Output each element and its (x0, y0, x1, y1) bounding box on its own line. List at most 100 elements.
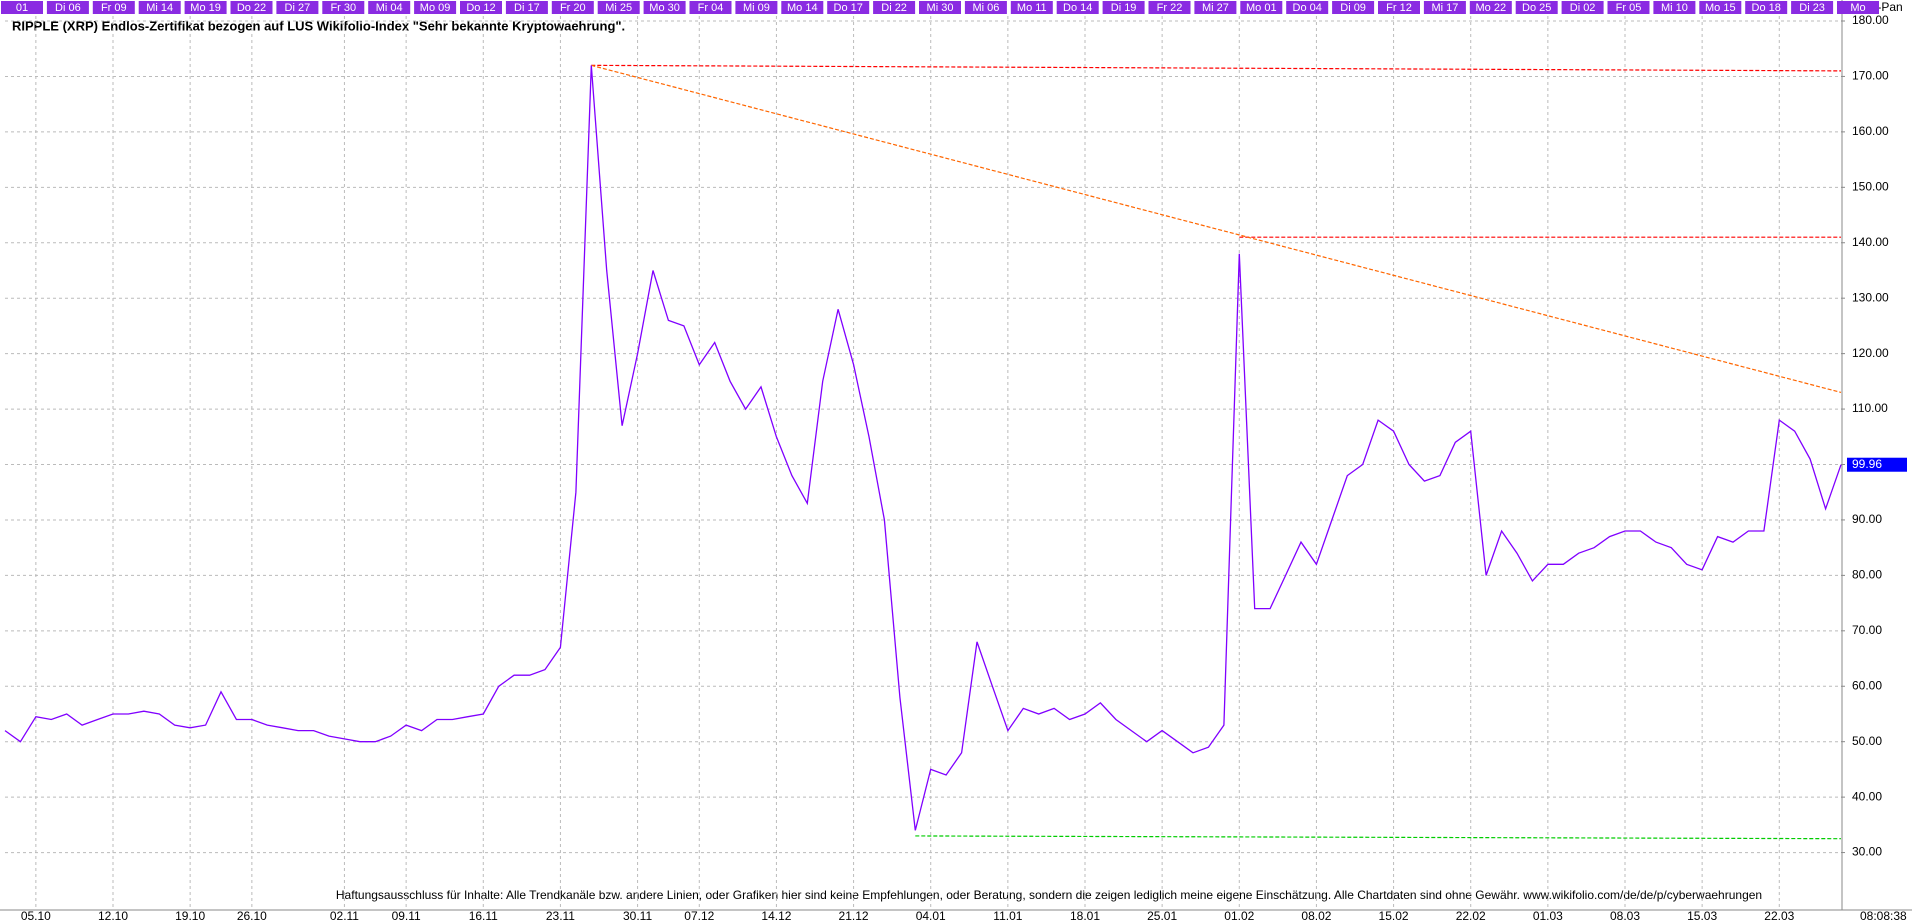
top-label-box (919, 1, 961, 14)
top-label-box (1010, 1, 1053, 14)
chart-title: RIPPLE (XRP) Endlos-Zertifikat bezogen a… (12, 18, 625, 33)
x-tick-label: 16.11 (469, 909, 498, 923)
y-tick-label: 150.00 (1852, 179, 1889, 193)
top-label: Mo (1850, 2, 1865, 14)
x-tick-label: 14.12 (761, 909, 791, 923)
top-label: Do 04 (1293, 2, 1322, 14)
top-label-box (1056, 1, 1099, 14)
top-label-box (689, 1, 732, 14)
x-tick-label: 01.02 (1224, 909, 1254, 923)
top-label: Mo 09 (420, 2, 451, 14)
top-label: Fr 09 (101, 2, 127, 14)
top-label: Do 22 (237, 2, 266, 14)
top-label-box (138, 1, 181, 14)
disclaimer: Haftungsausschluss für Inhalte: Alle Tre… (336, 888, 1762, 902)
price-tag (1847, 457, 1907, 472)
top-label-box (92, 1, 135, 14)
top-label-box (368, 1, 411, 14)
top-label-box (1378, 1, 1420, 14)
top-label-box (1469, 1, 1512, 14)
x-tick-label: 08.02 (1301, 909, 1331, 923)
top-label: Mo 14 (787, 2, 818, 14)
top-label: Mi 04 (376, 2, 403, 14)
top-label: Mo 22 (1476, 2, 1507, 14)
top-label-box (643, 1, 686, 14)
top-label-box (1423, 1, 1466, 14)
y-tick-label: 130.00 (1852, 290, 1889, 304)
top-label: Di 06 (55, 2, 81, 14)
top-label-box (1286, 1, 1329, 14)
top-label-box (1837, 1, 1879, 14)
top-label: Do 14 (1063, 2, 1092, 14)
top-label: Fr 12 (1386, 2, 1412, 14)
x-tick-label: 22.03 (1764, 909, 1794, 923)
top-label: Di 02 (1570, 2, 1596, 14)
y-tick-label: 120.00 (1852, 346, 1889, 360)
top-label: Di 19 (1111, 2, 1137, 14)
top-label-box (322, 1, 365, 14)
x-tick-label: 02.11 (330, 909, 359, 923)
top-label: Mo 01 (1246, 2, 1277, 14)
y-tick-label: 80.00 (1852, 568, 1882, 582)
top-label-box (781, 1, 824, 14)
top-label: Do 12 (466, 2, 495, 14)
y-tick-label: 90.00 (1852, 512, 1882, 526)
trend-line (915, 835, 1842, 840)
top-label: Mo 11 (1017, 2, 1047, 14)
top-label: Mi 30 (927, 2, 954, 14)
top-label: Mo 30 (649, 2, 680, 14)
top-label: Mi 27 (1202, 2, 1229, 14)
top-label: Mi 06 (972, 2, 999, 14)
top-label: Mo 15 (1705, 2, 1736, 14)
top-label-box (1332, 1, 1375, 14)
x-tick-label: 25.01 (1147, 909, 1177, 923)
top-label-box (230, 1, 273, 14)
top-label: Fr 20 (560, 2, 586, 14)
top-label-box (1561, 1, 1604, 14)
x-tick-label: 05.10 (21, 909, 51, 923)
top-label: Di 22 (881, 2, 907, 14)
top-label-box (1102, 1, 1145, 14)
y-tick-label: 30.00 (1852, 845, 1882, 859)
y-tick-label: 40.00 (1852, 789, 1882, 803)
top-label-box (1653, 1, 1696, 14)
top-label-box (505, 1, 548, 14)
y-tick-label: 140.00 (1852, 235, 1889, 249)
top-label-box (46, 1, 89, 14)
y-tick-label: 50.00 (1852, 734, 1882, 748)
x-tick-label: 01.03 (1533, 909, 1563, 923)
x-tick-label: 04.01 (916, 909, 946, 923)
top-label: Mi 14 (146, 2, 173, 14)
top-label-box (414, 1, 457, 14)
top-label: Fr 04 (698, 2, 724, 14)
x-tick-label: 12.10 (98, 909, 128, 923)
top-label: Mo 19 (190, 2, 221, 14)
top-label: Mi 10 (1661, 2, 1688, 14)
top-label: Di 23 (1799, 2, 1825, 14)
top-label: Fr 05 (1616, 2, 1642, 14)
top-label-box (276, 1, 319, 14)
top-label: Do 18 (1752, 2, 1781, 14)
trend-line (591, 64, 1842, 394)
top-label-box (1194, 1, 1237, 14)
top-label-box (964, 1, 1007, 14)
x-tick-label: 09.11 (392, 909, 421, 923)
top-label-box (551, 1, 594, 14)
x-tick-label: 19.10 (175, 909, 205, 923)
top-label-box (1699, 1, 1742, 14)
top-label: Fr 22 (1157, 2, 1183, 14)
top-label-box (735, 1, 778, 14)
trend-line (591, 64, 1842, 72)
x-tick-label: 07.12 (684, 909, 714, 923)
x-tick-label: 18.01 (1070, 909, 1100, 923)
top-label-box (597, 1, 640, 14)
top-label: Mi 09 (743, 2, 770, 14)
top-label: Do 17 (834, 2, 863, 14)
top-label-box (1, 1, 43, 14)
top-label-box (1745, 1, 1788, 14)
x-tick-label: 26.10 (237, 909, 267, 923)
top-label: Mi 25 (605, 2, 632, 14)
top-label: Di 27 (285, 2, 311, 14)
